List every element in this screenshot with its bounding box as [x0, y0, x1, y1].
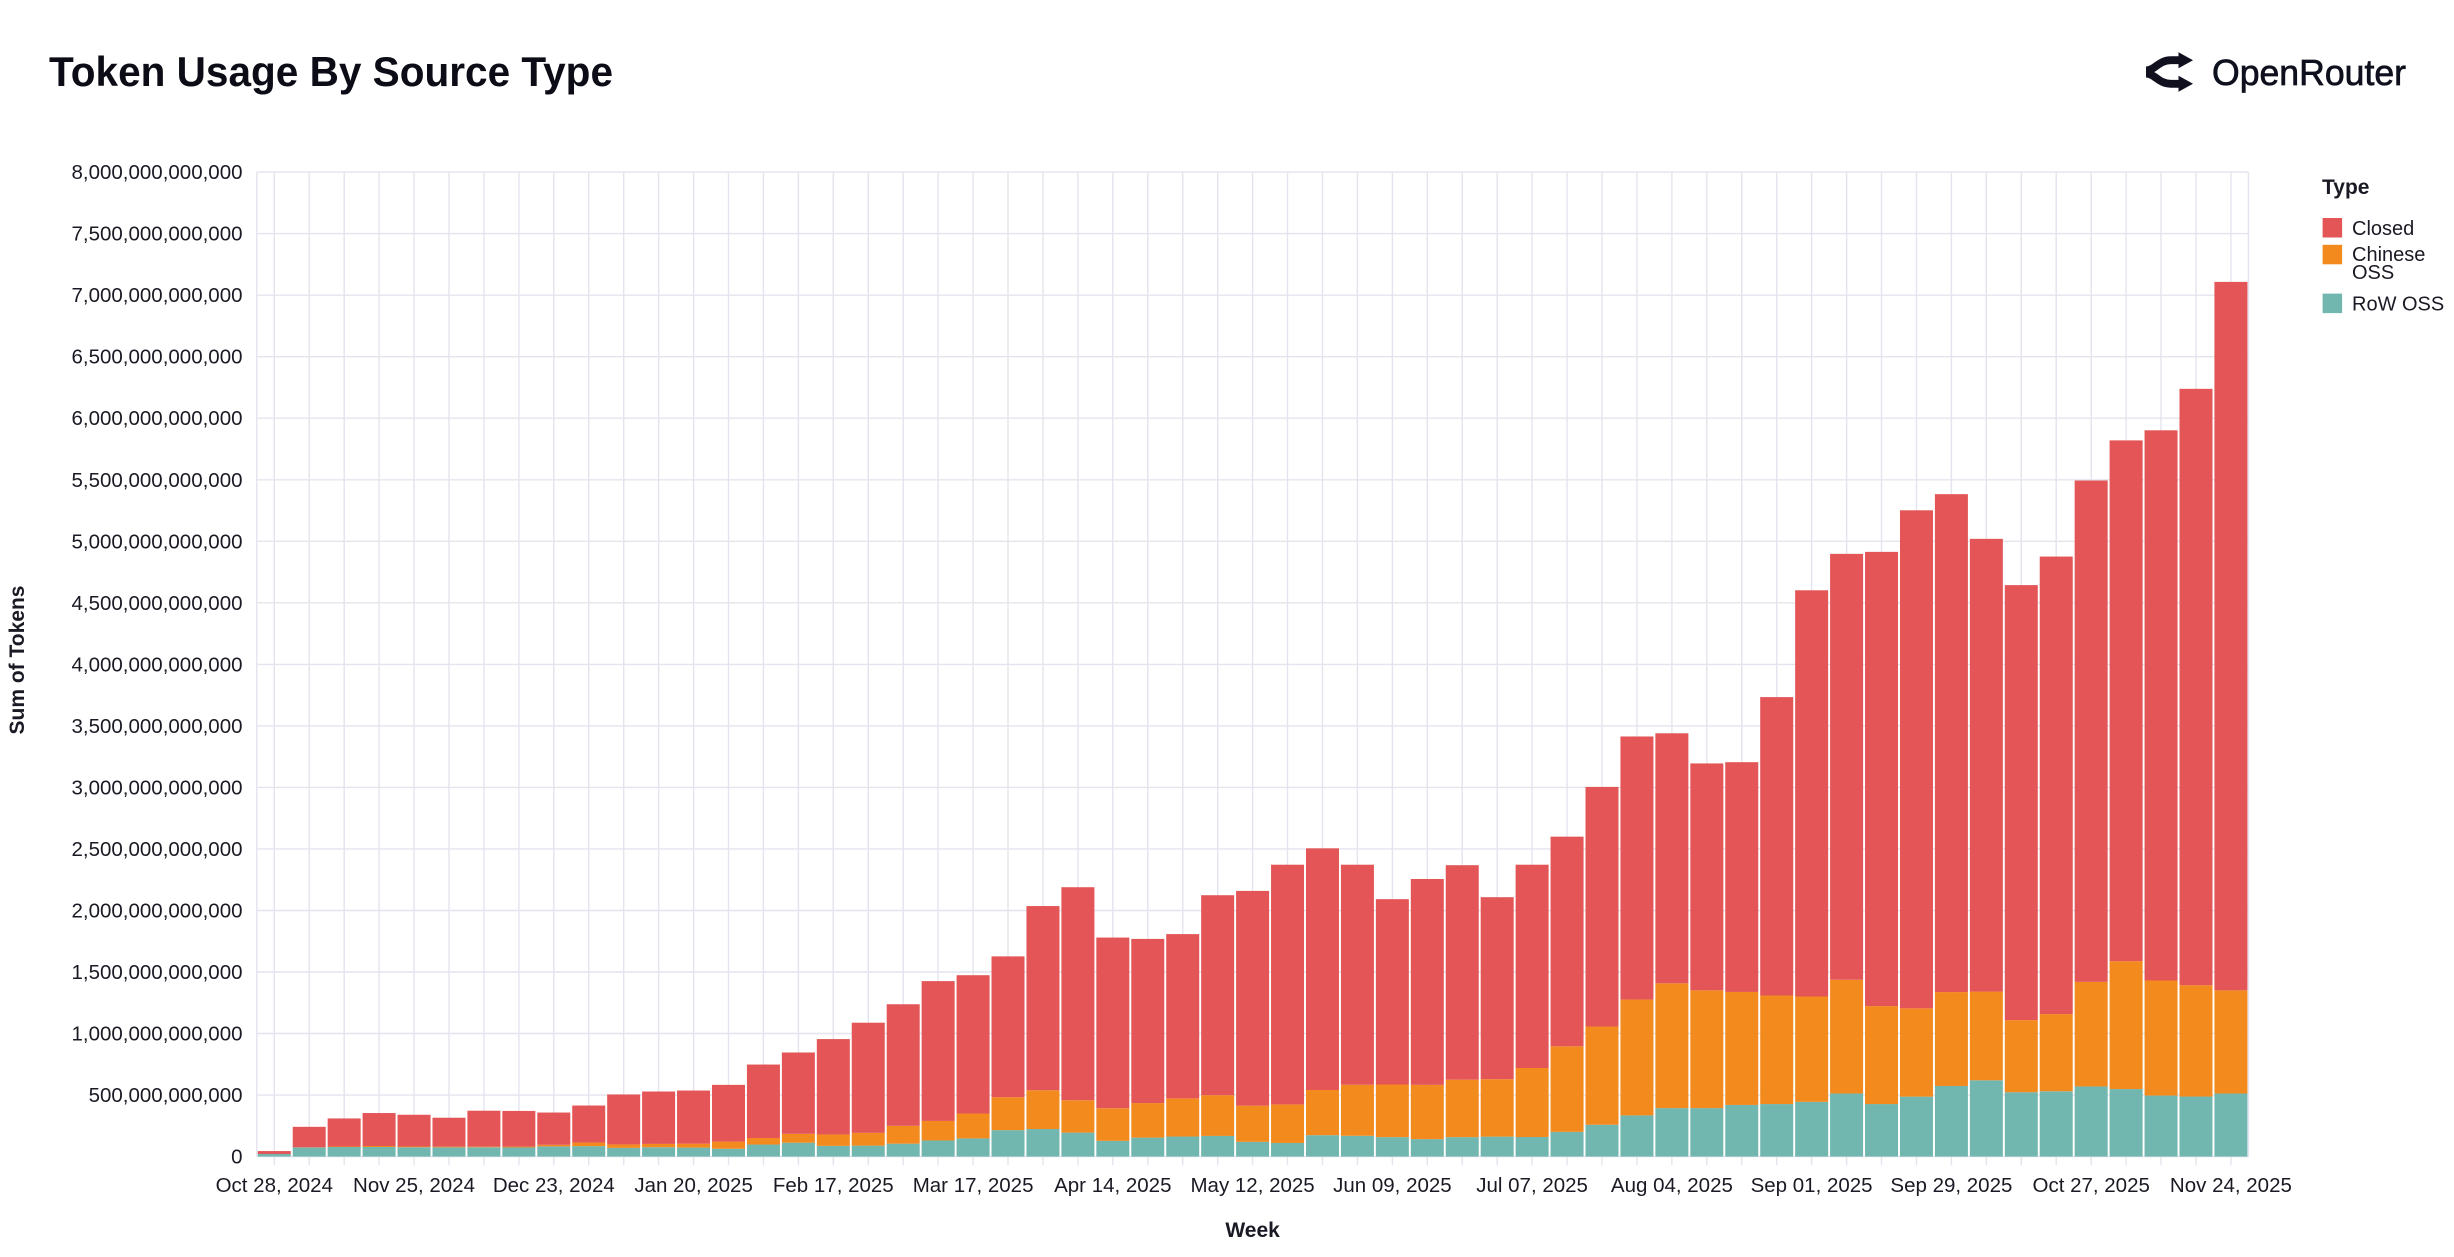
svg-text:5,500,000,000,000: 5,500,000,000,000 — [72, 469, 243, 492]
svg-text:6,500,000,000,000: 6,500,000,000,000 — [72, 346, 243, 369]
svg-text:Week: Week — [1225, 1219, 1280, 1242]
svg-text:Sum of Tokens: Sum of Tokens — [6, 586, 29, 735]
svg-text:Dec 23, 2024: Dec 23, 2024 — [493, 1174, 615, 1197]
svg-text:Oct 27, 2025: Oct 27, 2025 — [2033, 1174, 2150, 1197]
svg-text:8,000,000,000,000: 8,000,000,000,000 — [72, 161, 243, 184]
svg-text:Mar 17, 2025: Mar 17, 2025 — [913, 1174, 1034, 1197]
svg-text:7,000,000,000,000: 7,000,000,000,000 — [72, 284, 243, 307]
svg-text:Nov 24, 2025: Nov 24, 2025 — [2170, 1174, 2292, 1197]
svg-text:5,000,000,000,000: 5,000,000,000,000 — [72, 530, 243, 553]
svg-text:Nov 25, 2024: Nov 25, 2024 — [353, 1174, 475, 1197]
svg-text:Feb 17, 2025: Feb 17, 2025 — [773, 1174, 894, 1197]
svg-text:OpenRouter: OpenRouter — [2212, 52, 2406, 93]
svg-text:Jun 09, 2025: Jun 09, 2025 — [1333, 1174, 1452, 1197]
svg-text:May 12, 2025: May 12, 2025 — [1190, 1174, 1314, 1197]
svg-text:Sep 29, 2025: Sep 29, 2025 — [1890, 1174, 2012, 1197]
svg-text:Oct 28, 2024: Oct 28, 2024 — [216, 1174, 333, 1197]
svg-text:Closed: Closed — [2352, 218, 2414, 240]
svg-text:4,500,000,000,000: 4,500,000,000,000 — [72, 592, 243, 615]
svg-text:4,000,000,000,000: 4,000,000,000,000 — [72, 653, 243, 676]
svg-text:1,000,000,000,000: 1,000,000,000,000 — [72, 1023, 243, 1046]
svg-text:Jul 07, 2025: Jul 07, 2025 — [1476, 1174, 1588, 1197]
svg-text:500,000,000,000: 500,000,000,000 — [89, 1084, 243, 1107]
svg-text:7,500,000,000,000: 7,500,000,000,000 — [72, 223, 243, 246]
svg-text:0: 0 — [231, 1146, 242, 1169]
svg-text:Apr 14, 2025: Apr 14, 2025 — [1054, 1174, 1171, 1197]
svg-text:RoW OSS: RoW OSS — [2352, 294, 2444, 316]
svg-text:Token Usage By Source Type: Token Usage By Source Type — [49, 48, 613, 95]
svg-text:Sep 01, 2025: Sep 01, 2025 — [1751, 1174, 1873, 1197]
svg-text:Jan 20, 2025: Jan 20, 2025 — [634, 1174, 753, 1197]
svg-text:Type: Type — [2322, 176, 2369, 199]
svg-text:3,500,000,000,000: 3,500,000,000,000 — [72, 715, 243, 738]
svg-text:3,000,000,000,000: 3,000,000,000,000 — [72, 776, 243, 799]
svg-text:Aug 04, 2025: Aug 04, 2025 — [1611, 1174, 1733, 1197]
svg-text:2,000,000,000,000: 2,000,000,000,000 — [72, 900, 243, 923]
svg-text:1,500,000,000,000: 1,500,000,000,000 — [72, 961, 243, 984]
svg-text:2,500,000,000,000: 2,500,000,000,000 — [72, 838, 243, 861]
svg-text:OSS: OSS — [2352, 262, 2394, 284]
svg-text:6,000,000,000,000: 6,000,000,000,000 — [72, 407, 243, 430]
